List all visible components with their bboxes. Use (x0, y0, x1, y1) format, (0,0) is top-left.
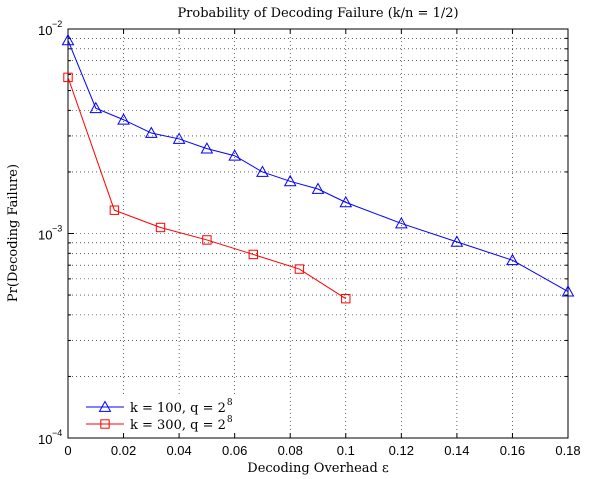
x-tick-label: 0.04 (166, 443, 191, 458)
legend-box (80, 394, 237, 431)
triangle-marker (311, 182, 325, 194)
series-1 (61, 33, 575, 297)
y-tick-exponent: −4 (52, 428, 62, 438)
chart-title: Probability of Decoding Failure (k/n = 1… (177, 6, 458, 21)
series-line (67, 40, 569, 293)
x-tick-label: 0.14 (444, 443, 469, 458)
x-tick-label: 0 (64, 443, 71, 458)
triangle-marker (228, 149, 242, 161)
triangle-marker (256, 165, 269, 177)
triangle-marker (394, 216, 408, 229)
x-tick-labels: 0 0.02 0.04 0.06 0.08 0.1 0.12 0.14 0.16 0.18 (64, 443, 580, 458)
square-marker (63, 72, 73, 83)
triangle-marker (89, 101, 103, 114)
series-layer (61, 33, 575, 304)
series-line (67, 77, 347, 300)
triangle-marker (339, 195, 353, 208)
square-marker (341, 293, 351, 304)
square-marker (100, 419, 110, 429)
triangle-marker (98, 400, 112, 412)
x-tick-label: 0.18 (555, 443, 580, 458)
x-tick-label: 0.16 (500, 443, 525, 458)
triangle-marker (561, 285, 575, 297)
x-tick-label: 0.1 (337, 443, 355, 458)
square-marker (109, 205, 120, 215)
triangle-marker (506, 253, 519, 266)
y-tick-exponent: −2 (52, 19, 62, 29)
y-tick-label: 10 (38, 432, 52, 447)
triangle-marker (450, 235, 464, 247)
plot-frame (67, 28, 569, 439)
x-tick-label: 0.06 (222, 443, 247, 458)
triangle-marker (200, 142, 214, 154)
square-marker (294, 264, 305, 274)
triangle-marker (61, 33, 75, 46)
triangle-marker (283, 174, 297, 187)
y-axis-label: Pr(Decoding Failure) (6, 164, 21, 302)
y-tick-exponent: −3 (52, 224, 62, 234)
triangle-marker (117, 113, 130, 125)
y-tick-label: 10 (38, 228, 52, 243)
y-tick-labels: 10−210−310−4 (38, 19, 62, 447)
y-tick-label: 10 (38, 23, 52, 38)
x-tick-label: 0.08 (278, 443, 303, 458)
legend-label-exponent: 8 (227, 415, 233, 425)
legend-label-exponent: 8 (227, 398, 233, 408)
legend-label: k = 100, q = 2 (130, 401, 226, 416)
triangle-marker (144, 126, 158, 138)
x-tick-label: 0.02 (111, 443, 136, 458)
square-marker (202, 235, 212, 245)
grid (68, 29, 568, 438)
series-2 (63, 72, 351, 304)
square-marker (248, 249, 258, 260)
triangle-marker (172, 132, 186, 144)
legend-label: k = 300, q = 2 (130, 418, 226, 433)
square-marker (155, 222, 166, 233)
x-axis-label: Decoding Overhead ε (247, 461, 389, 476)
x-tick-label: 0.12 (389, 443, 414, 458)
